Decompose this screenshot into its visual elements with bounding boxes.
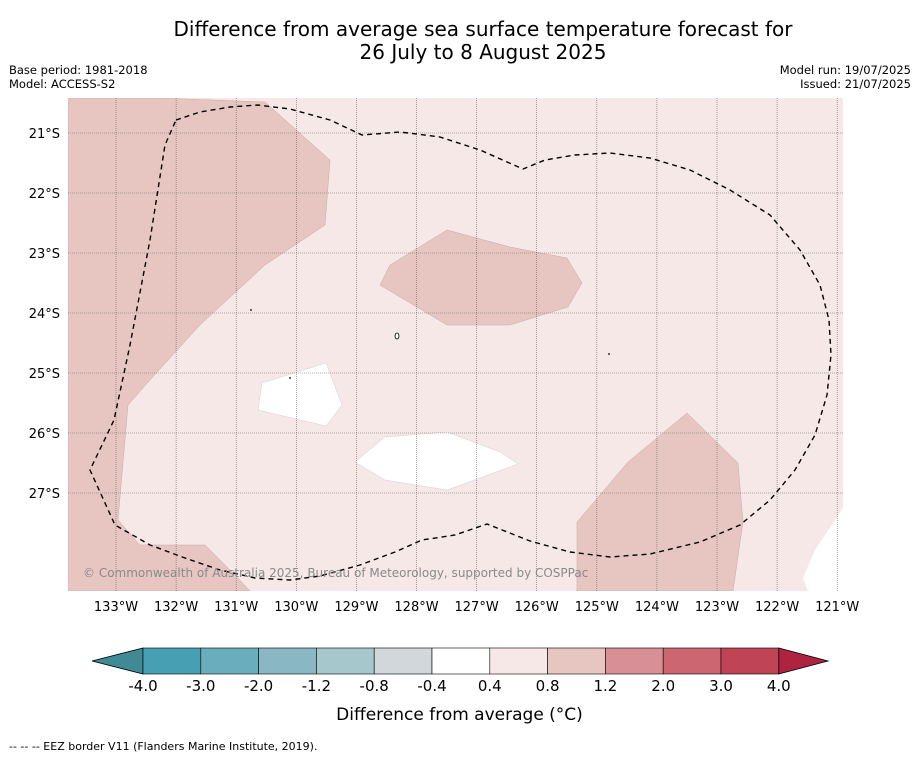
colorbar-swatch bbox=[142, 647, 202, 675]
map-title: Difference from average sea surface temp… bbox=[0, 18, 919, 64]
lon-label: 122°W bbox=[755, 600, 799, 615]
neutral-region-3 bbox=[803, 508, 843, 591]
neutral-region-1 bbox=[257, 362, 343, 427]
issued-date: Issued: 21/07/2025 bbox=[800, 77, 911, 91]
colorbar-swatch bbox=[489, 647, 548, 675]
colorbar-tick-label: 0.4 bbox=[478, 677, 502, 695]
lat-label: 25°S bbox=[29, 367, 60, 382]
lon-label: 128°W bbox=[394, 600, 438, 615]
colorbar-swatch bbox=[431, 647, 491, 675]
colorbar-swatch bbox=[547, 647, 606, 675]
lon-label: 123°W bbox=[695, 600, 739, 615]
island-marker bbox=[394, 332, 400, 340]
eez-footnote: -- -- -- EEZ border V11 (Flanders Marine… bbox=[9, 740, 318, 753]
colorbar-tick-label: -0.4 bbox=[417, 677, 446, 695]
neutral-region-2 bbox=[354, 431, 519, 491]
lon-label: 130°W bbox=[274, 600, 318, 615]
eez-border bbox=[89, 104, 832, 581]
lat-label: 24°S bbox=[29, 307, 60, 322]
title-line-2: 26 July to 8 August 2025 bbox=[359, 40, 607, 64]
colorbar-tick-label: -1.2 bbox=[302, 677, 331, 695]
colorbar-tick-label: 1.2 bbox=[593, 677, 617, 695]
colorbar-swatch bbox=[200, 647, 259, 675]
lon-label: 124°W bbox=[635, 600, 679, 615]
model-run: Model run: 19/07/2025 bbox=[779, 63, 911, 77]
lat-label: 27°S bbox=[29, 487, 60, 502]
lon-label: 127°W bbox=[455, 600, 499, 615]
warm-region-southeast bbox=[576, 412, 744, 591]
warm-region-west bbox=[68, 98, 331, 591]
colorbar: -4.0 -3.0 -2.0 -1.2 -0.8 -0.4 0.4 0.8 1.2 2.0 3.0 4… bbox=[91, 647, 830, 695]
colorbar-swatch bbox=[258, 647, 317, 675]
colorbar-tick-label: 2.0 bbox=[651, 677, 675, 695]
lat-label: 21°S bbox=[29, 127, 60, 142]
lon-label: 133°W bbox=[94, 600, 138, 615]
colorbar-tick-label: -4.0 bbox=[128, 677, 157, 695]
colorbar-swatch bbox=[316, 647, 375, 675]
colorbar-tick-label: 0.8 bbox=[536, 677, 560, 695]
colorbar-swatch bbox=[720, 647, 780, 675]
map-area: © Commonwealth of Australia 2025, Bureau… bbox=[68, 98, 843, 591]
colorbar-swatch bbox=[605, 647, 664, 675]
lon-label: 132°W bbox=[154, 600, 198, 615]
colorbar-tick-label: 3.0 bbox=[709, 677, 733, 695]
island-marker bbox=[250, 309, 252, 311]
copyright-notice: © Commonwealth of Australia 2025, Bureau… bbox=[83, 566, 588, 580]
lon-label: 121°W bbox=[815, 600, 859, 615]
latitude-labels: 21°S 22°S 23°S 24°S 25°S 26°S 27°S bbox=[29, 127, 60, 502]
lat-label: 22°S bbox=[29, 187, 60, 202]
colorbar-swatch bbox=[373, 647, 433, 675]
meta-left: Base period: 1981-2018 Model: ACCESS-S2 bbox=[9, 63, 148, 91]
lat-label: 23°S bbox=[29, 247, 60, 262]
longitude-labels: 133°W 132°W 131°W 130°W 129°W 128°W 127°W 126°W… bbox=[94, 600, 860, 615]
colorbar-tick-label: -0.8 bbox=[360, 677, 389, 695]
model-name: Model: ACCESS-S2 bbox=[9, 77, 116, 91]
lat-label: 26°S bbox=[29, 427, 60, 442]
lon-label: 129°W bbox=[334, 600, 378, 615]
lon-label: 125°W bbox=[575, 600, 619, 615]
colorbar-extend-high bbox=[778, 647, 830, 675]
colorbar-tick-label: -2.0 bbox=[244, 677, 273, 695]
island-marker bbox=[608, 353, 610, 355]
warm-region-central bbox=[379, 229, 583, 326]
colorbar-swatch bbox=[662, 647, 722, 675]
longitude-gridlines bbox=[115, 98, 838, 591]
title-line-1: Difference from average sea surface temp… bbox=[173, 17, 793, 41]
colorbar-tick-label: 4.0 bbox=[767, 677, 791, 695]
lon-label: 131°W bbox=[214, 600, 258, 615]
meta-right: Model run: 19/07/2025 Issued: 21/07/2025 bbox=[780, 63, 911, 91]
island-marker bbox=[289, 377, 291, 379]
colorbar-extend-low bbox=[91, 647, 144, 675]
base-period: Base period: 1981-2018 bbox=[9, 63, 148, 77]
colorbar-axis-label: Difference from average (°C) bbox=[336, 705, 583, 725]
colorbar-tick-label: -3.0 bbox=[186, 677, 215, 695]
lon-label: 126°W bbox=[515, 600, 559, 615]
